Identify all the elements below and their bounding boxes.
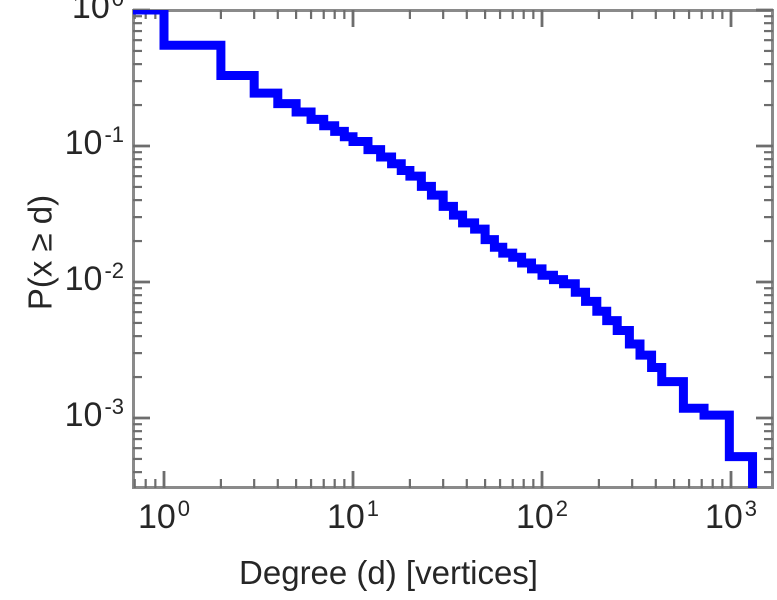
y-tick-label-0: 100 xyxy=(71,0,124,26)
y-tick-label-1: 10-1 xyxy=(64,121,124,162)
data-series-group xyxy=(133,10,758,488)
x-tick-label-0: 100 xyxy=(137,495,191,536)
axes-frame xyxy=(132,9,774,489)
x-tick-label-2: 102 xyxy=(515,495,569,536)
x-tick-label-3: 103 xyxy=(704,495,758,536)
x-axis-title: Degree (d) [vertices] xyxy=(239,554,538,591)
y-tick-label-2: 10-2 xyxy=(64,257,124,298)
plot-frame xyxy=(132,9,774,489)
axis-ticks xyxy=(133,8,773,488)
ccdf-line xyxy=(133,10,758,488)
y-tick-label-3: 10-3 xyxy=(64,393,124,434)
y-axis-title: P(x ≥ d) xyxy=(21,194,59,311)
x-tick-label-1: 101 xyxy=(326,495,380,536)
